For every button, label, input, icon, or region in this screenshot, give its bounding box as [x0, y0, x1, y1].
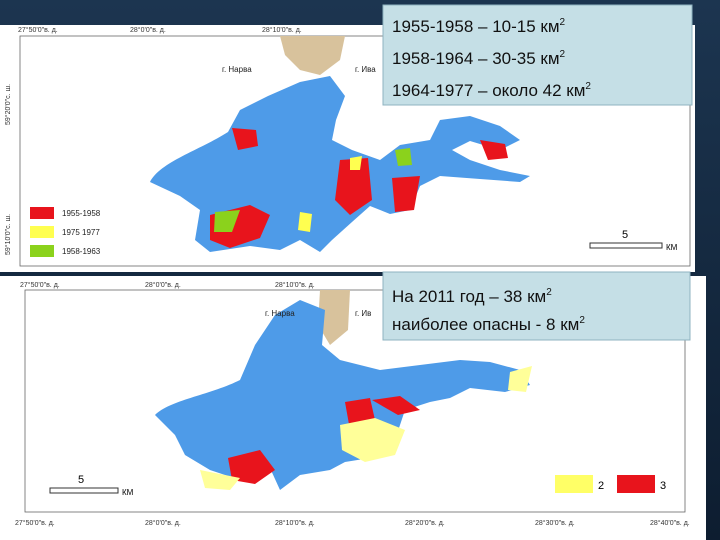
coord-label: 28°0'0"в. д.: [145, 519, 181, 527]
scale-bar: [589, 242, 663, 249]
land: [280, 36, 345, 75]
map-frame: [24, 289, 686, 513]
coord-label: 59°20'0"с. ш.: [4, 84, 12, 125]
zone-red: [335, 158, 372, 215]
info-line: 1958-1964 – 30-35 км2: [392, 49, 566, 68]
scale-value: 5: [78, 474, 84, 486]
zone-red: [392, 176, 420, 212]
coord-label: 28°10'0"в. д.: [275, 281, 315, 289]
legend-label: 3: [660, 480, 666, 492]
reservoir: [155, 300, 530, 490]
legend-swatch: [30, 245, 54, 257]
zone-red: [480, 140, 508, 160]
zone-yellow: [350, 156, 362, 170]
place-label: г. Нарва: [222, 65, 252, 74]
info-line: наиболее опасны - 8 км2: [392, 315, 585, 334]
top-map: 27°50'0"в. д. 28°0'0"в. д. 28°10'0"в. д.…: [0, 4, 695, 272]
legend-swatch: [30, 207, 54, 219]
coord-label: 28°30'0"в. д.: [535, 519, 575, 527]
legend-label: 1955-1958: [62, 209, 101, 218]
info-box: [382, 271, 691, 341]
info-line: На 2011 год – 38 км2: [392, 287, 552, 306]
coord-label: 27°50'0"в. д.: [20, 281, 60, 289]
info-box: [382, 4, 693, 106]
land: [318, 290, 350, 345]
legend-swatch: [555, 475, 593, 493]
legend-label: 1958-1963: [62, 247, 101, 256]
map-frame: [19, 35, 691, 267]
info-line: 1955-1958 – 10-15 км2: [392, 17, 566, 36]
zone-red: [372, 396, 420, 415]
zone-green: [395, 148, 412, 166]
coord-label: 27°50'0"в. д.: [18, 26, 58, 34]
zone-red: [228, 450, 275, 484]
scale-value: 5: [622, 229, 628, 241]
place-label: г. Ив: [355, 309, 371, 318]
info-line: 1964-1977 – около 42 км2: [392, 81, 591, 100]
coord-label: 59°10'0"с. ш.: [4, 214, 12, 255]
legend-swatch: [617, 475, 655, 493]
coord-label: 28°20'0"в. д.: [405, 519, 445, 527]
zone-yellow: [340, 418, 405, 462]
zone-yellow: [200, 470, 240, 490]
legend-swatch: [30, 226, 54, 238]
scale-unit: КМ: [122, 488, 134, 497]
coord-label: 28°10'0"в. д.: [275, 519, 315, 527]
scale-bar: [49, 487, 119, 494]
zone-green: [214, 210, 240, 232]
coord-label: 28°40'0"в. д.: [650, 519, 690, 527]
legend-label: 1975 1977: [62, 228, 100, 237]
bottom-map: 27°50'0"в. д. 28°0'0"в. д. 28°10'0"в. д.…: [0, 271, 706, 540]
coord-label: 28°10'0"в. д.: [262, 26, 302, 34]
scale-unit: КМ: [666, 243, 678, 252]
legend-label: 2: [598, 480, 604, 492]
coord-label: 28°0'0"в. д.: [130, 26, 166, 34]
place-label: г. Нарва: [265, 309, 295, 318]
coord-label: 28°0'0"в. д.: [145, 281, 181, 289]
zone-yellow: [298, 212, 312, 232]
place-label: г. Ива: [355, 65, 376, 74]
zone-red: [232, 128, 258, 150]
zone-yellow: [508, 366, 532, 392]
coord-label: 27°50'0"в. д.: [15, 519, 55, 527]
